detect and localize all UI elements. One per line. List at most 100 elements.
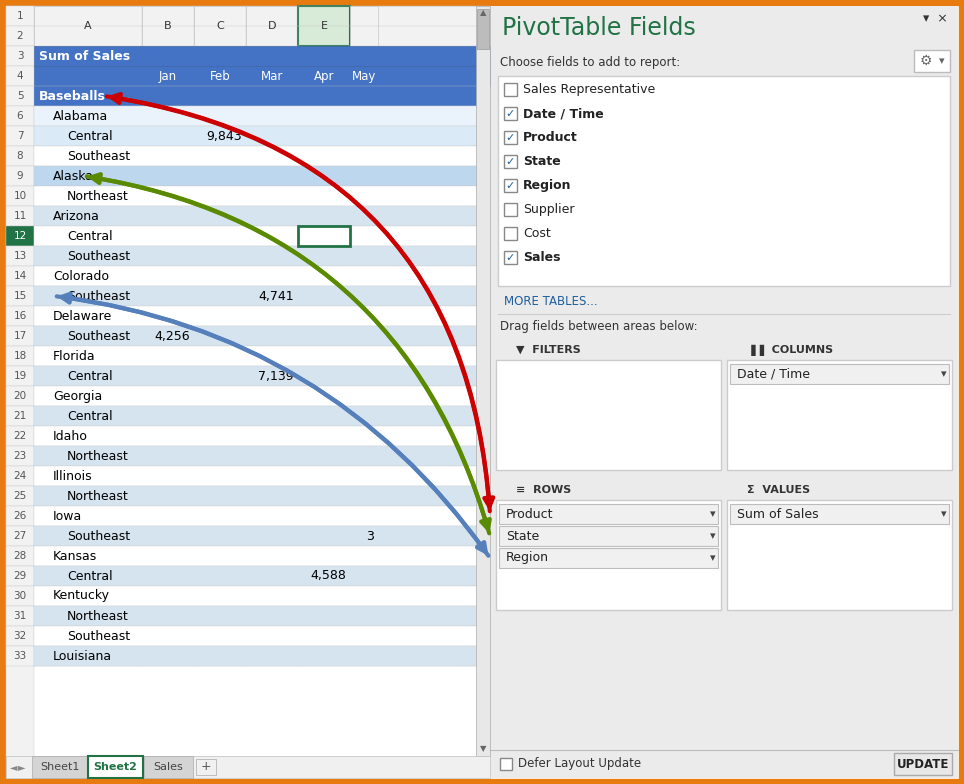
Text: Florida: Florida (53, 350, 95, 362)
Bar (246, 6, 298, 46)
Bar (6, 446, 34, 466)
Bar (496, 500, 721, 610)
Text: ◄: ◄ (11, 762, 17, 772)
Text: Arizona: Arizona (53, 209, 100, 223)
Text: ⚙: ⚙ (920, 54, 932, 68)
Text: 25: 25 (13, 491, 27, 501)
Bar (496, 360, 721, 470)
Bar (914, 50, 950, 72)
Bar (6, 6, 34, 778)
Bar (504, 179, 517, 192)
Bar (142, 6, 194, 46)
Text: ▼  FILTERS: ▼ FILTERS (516, 345, 580, 355)
Bar (498, 76, 950, 286)
Text: Illinois: Illinois (53, 470, 93, 482)
Bar (34, 386, 490, 406)
Bar (730, 364, 949, 384)
Bar (34, 306, 490, 326)
Text: ▾: ▾ (939, 56, 945, 66)
Bar (34, 446, 490, 466)
Bar (144, 756, 193, 778)
Bar (6, 26, 34, 46)
Text: Georgia: Georgia (53, 390, 102, 402)
Text: Sum of Sales: Sum of Sales (39, 49, 130, 63)
Bar (6, 506, 34, 526)
Text: ▾: ▾ (710, 553, 716, 563)
Bar (6, 126, 34, 146)
Text: 16: 16 (13, 311, 27, 321)
Bar (34, 646, 490, 666)
Text: Northeast: Northeast (67, 449, 129, 463)
Text: Northeast: Northeast (67, 609, 129, 622)
Bar (34, 66, 490, 86)
Text: ▲: ▲ (480, 9, 486, 17)
Bar (34, 266, 490, 286)
Text: Region: Region (523, 179, 572, 192)
Text: ▾: ▾ (941, 369, 947, 379)
Bar (6, 486, 34, 506)
Bar (476, 6, 490, 756)
Text: Southeast: Southeast (67, 630, 130, 643)
FancyArrowPatch shape (62, 294, 489, 556)
Text: 30: 30 (13, 591, 27, 601)
FancyArrowPatch shape (112, 94, 490, 511)
Text: 12: 12 (13, 231, 27, 241)
Bar (727, 500, 952, 610)
Bar (196, 759, 216, 775)
Bar (34, 146, 490, 166)
Text: 4,256: 4,256 (154, 329, 190, 343)
Bar (6, 606, 34, 626)
Bar (34, 346, 490, 366)
Text: Σ  VALUES: Σ VALUES (747, 485, 810, 495)
Text: Central: Central (67, 569, 113, 583)
Text: Iowa: Iowa (53, 510, 82, 522)
Bar (6, 6, 34, 26)
Bar (298, 226, 350, 246)
FancyArrowPatch shape (92, 174, 490, 533)
Text: Southeast: Southeast (67, 529, 130, 543)
Text: Alaska: Alaska (53, 169, 94, 183)
Text: 4,588: 4,588 (310, 569, 346, 583)
Bar (194, 6, 246, 46)
Text: 32: 32 (13, 631, 27, 641)
Bar (6, 206, 34, 226)
Bar (88, 756, 143, 778)
Bar (34, 226, 490, 246)
Text: 1: 1 (16, 11, 23, 21)
Bar (6, 386, 34, 406)
Text: ▾: ▾ (710, 509, 716, 519)
Text: 19: 19 (13, 371, 27, 381)
Bar (6, 86, 34, 106)
Text: State: State (523, 155, 561, 168)
Text: A: A (84, 21, 92, 31)
Text: Jan: Jan (159, 70, 177, 82)
Text: 14: 14 (13, 271, 27, 281)
Bar (6, 186, 34, 206)
Text: Date / Time: Date / Time (523, 107, 603, 120)
Text: 7: 7 (16, 131, 23, 141)
FancyArrowPatch shape (57, 296, 486, 552)
Bar (504, 251, 517, 264)
Text: Delaware: Delaware (53, 310, 112, 322)
Text: Drag fields between areas below:: Drag fields between areas below: (500, 320, 698, 332)
Bar (34, 566, 490, 586)
Bar (32, 756, 87, 778)
Bar (34, 546, 490, 566)
FancyArrowPatch shape (87, 176, 490, 529)
Bar (6, 106, 34, 126)
Text: Region: Region (506, 551, 549, 564)
Text: Central: Central (67, 230, 113, 242)
Text: 22: 22 (13, 431, 27, 441)
Text: Date / Time: Date / Time (737, 368, 810, 380)
Bar (34, 206, 490, 226)
Bar (504, 155, 517, 168)
Bar (6, 146, 34, 166)
Text: Sales Representative: Sales Representative (523, 83, 656, 96)
Bar (6, 756, 490, 778)
Text: Cost: Cost (523, 227, 550, 240)
Bar (6, 406, 34, 426)
Text: ≡  ROWS: ≡ ROWS (516, 485, 572, 495)
Bar (6, 326, 34, 346)
Text: Sheet2: Sheet2 (94, 762, 138, 772)
Bar (6, 466, 34, 486)
